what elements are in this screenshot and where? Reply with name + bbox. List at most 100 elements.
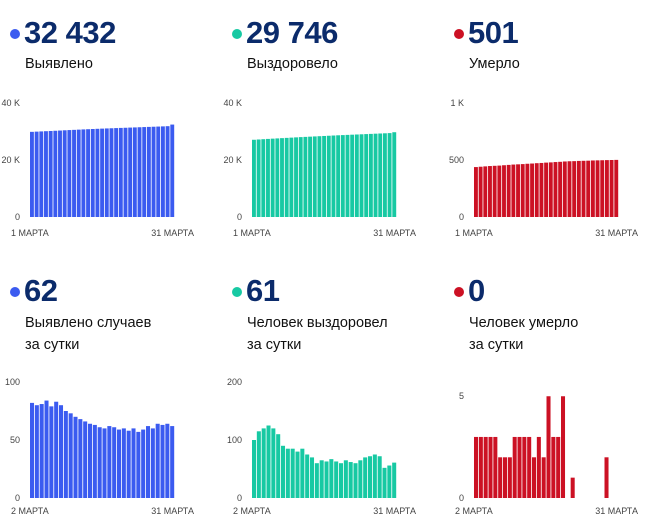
bar xyxy=(595,160,600,217)
bar xyxy=(478,436,483,498)
bar xyxy=(303,136,308,217)
bar xyxy=(261,139,266,217)
bar xyxy=(562,161,567,217)
bar xyxy=(493,436,498,498)
bar xyxy=(604,160,609,217)
bar xyxy=(90,129,95,217)
bar-chart: 0 5 2 МАРТА 31 МАРТА xyxy=(455,391,638,516)
bar-chart: 0 20 K 40 K 1 МАРТА 31 МАРТА xyxy=(1,98,194,238)
bar xyxy=(117,429,122,498)
bar xyxy=(339,463,344,498)
y-tick-label: 0 xyxy=(459,212,464,222)
bar xyxy=(137,127,142,217)
stat-label-line-2: за сутки xyxy=(247,337,302,353)
bar xyxy=(131,428,136,498)
bar xyxy=(150,428,155,498)
stat-value: 32 432 xyxy=(24,15,116,50)
bar xyxy=(95,128,100,217)
bar xyxy=(59,405,64,498)
bar xyxy=(506,164,511,217)
bar xyxy=(81,129,86,217)
bar xyxy=(123,127,128,217)
x-end-label: 31 МАРТА xyxy=(595,506,638,516)
bar xyxy=(39,131,44,217)
bar xyxy=(340,135,345,217)
bar xyxy=(609,160,614,217)
y-tick-label: 20 K xyxy=(223,155,242,165)
bar xyxy=(170,426,175,498)
bar xyxy=(252,139,256,217)
bar xyxy=(511,164,516,217)
bar xyxy=(368,133,373,217)
bar xyxy=(300,448,305,498)
bar xyxy=(319,460,324,498)
bar xyxy=(498,457,503,498)
bar xyxy=(392,462,397,498)
bar xyxy=(165,423,170,498)
bar xyxy=(128,127,133,217)
stat-value: 501 xyxy=(468,15,519,50)
bar xyxy=(548,162,553,217)
bar xyxy=(88,423,93,498)
bar xyxy=(72,129,76,217)
bar xyxy=(604,457,609,498)
bar xyxy=(62,130,67,217)
bar xyxy=(298,137,303,217)
y-tick-label: 5 xyxy=(459,391,464,401)
bar xyxy=(324,461,329,498)
stat-label-line-1: Выздоровело xyxy=(247,56,338,72)
bar xyxy=(368,456,373,498)
bar xyxy=(546,396,551,498)
bar xyxy=(354,134,359,217)
bar xyxy=(322,135,327,217)
bar xyxy=(517,436,522,498)
bar xyxy=(539,162,544,217)
bar xyxy=(68,413,73,498)
bar xyxy=(353,463,358,498)
bar xyxy=(67,130,72,217)
bar xyxy=(359,134,364,217)
x-end-label: 31 МАРТА xyxy=(151,506,194,516)
bar xyxy=(534,163,539,217)
color-dot xyxy=(232,29,242,39)
bar xyxy=(54,401,59,498)
bar xyxy=(308,136,313,217)
x-start-label: 1 МАРТА xyxy=(11,228,49,238)
bar xyxy=(295,451,300,498)
bar xyxy=(382,467,387,498)
bar xyxy=(314,463,319,498)
bar xyxy=(86,129,91,217)
bar xyxy=(118,127,123,217)
bar-chart: 0 50 100 2 МАРТА 31 МАРТА xyxy=(5,377,194,516)
bar xyxy=(527,436,532,498)
bar xyxy=(266,138,270,217)
stat-value: 61 xyxy=(246,273,280,308)
bar xyxy=(392,132,397,217)
bar xyxy=(170,124,175,217)
bar xyxy=(290,448,295,498)
stat-label-line-1: Человек умерло xyxy=(469,315,579,331)
x-end-label: 31 МАРТА xyxy=(373,506,416,516)
bar xyxy=(348,462,353,498)
stat-label-line-1: Умерло xyxy=(469,56,520,72)
color-dot xyxy=(10,287,20,297)
bar xyxy=(372,454,377,498)
bar xyxy=(614,159,619,217)
bar xyxy=(522,436,527,498)
color-dot xyxy=(454,287,464,297)
bar xyxy=(532,457,537,498)
y-tick-label: 0 xyxy=(15,212,20,222)
bar xyxy=(345,134,350,217)
y-tick-label: 0 xyxy=(459,493,464,503)
bar xyxy=(109,128,114,217)
bar xyxy=(156,126,161,217)
y-tick-label: 100 xyxy=(5,377,20,387)
bar xyxy=(336,135,341,217)
bar xyxy=(556,436,561,498)
bar xyxy=(284,137,289,217)
bar xyxy=(30,402,35,498)
x-start-label: 2 МАРТА xyxy=(455,506,493,516)
bar xyxy=(107,426,112,498)
bar xyxy=(572,161,577,217)
stat-label-line-2: за сутки xyxy=(469,337,524,353)
